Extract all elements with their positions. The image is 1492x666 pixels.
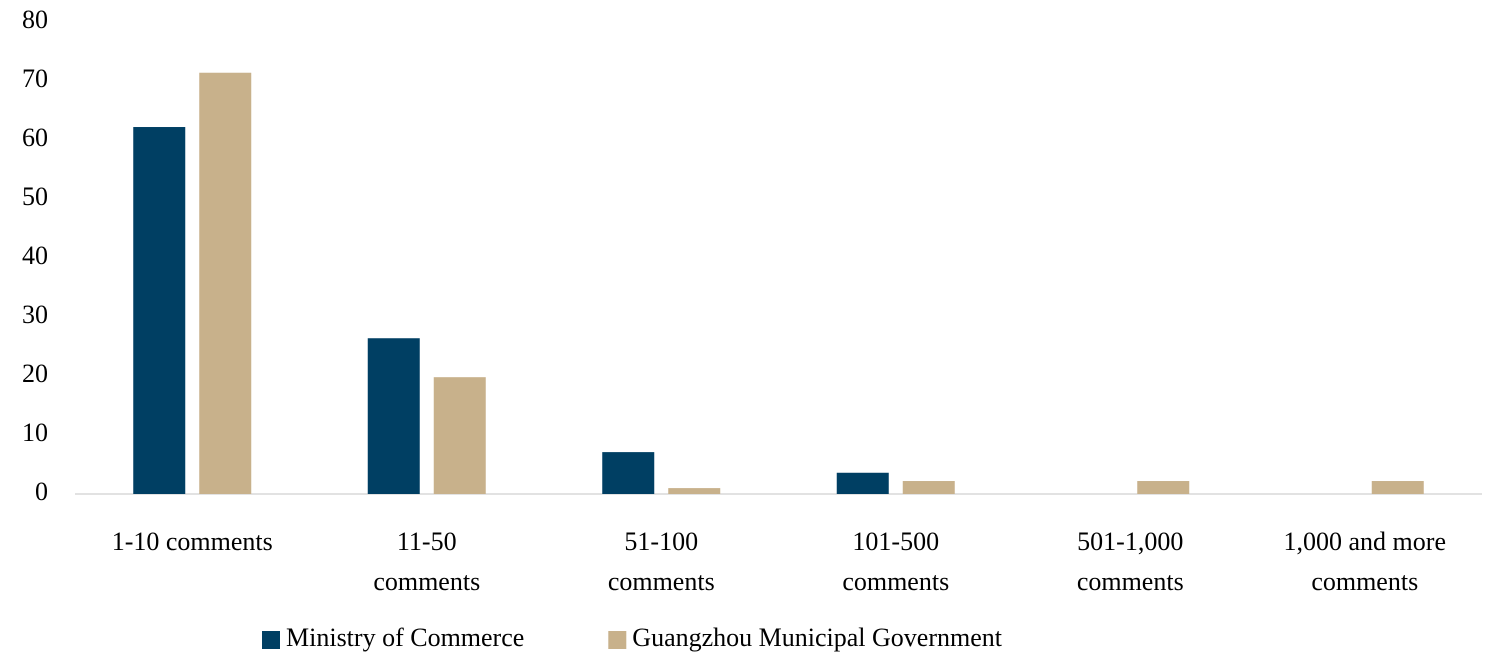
y-tick-label: 50: [22, 182, 48, 211]
y-tick-label: 60: [22, 123, 48, 152]
bar: [902, 481, 955, 494]
bar: [602, 452, 655, 494]
x-tick-label: 101-500 comments: [842, 527, 950, 596]
bar: [133, 127, 186, 495]
y-tick-label: 40: [22, 241, 48, 270]
legend-swatch: [262, 631, 280, 649]
x-tick-label: 1-10 comments: [111, 527, 273, 556]
bar: [836, 472, 889, 494]
y-tick-label: 0: [35, 477, 48, 506]
bar: [668, 488, 721, 494]
y-tick-label: 80: [22, 5, 48, 34]
bar: [1371, 481, 1424, 494]
y-tick-label: 20: [22, 359, 48, 388]
x-tick-label: 11-50 comments: [373, 527, 481, 596]
x-tick-label: 51-100 comments: [607, 527, 715, 596]
legend-label: Guangzhou Municipal Government: [632, 623, 1002, 652]
y-tick-label: 10: [22, 418, 48, 447]
bar: [199, 72, 252, 495]
x-tick-label: 501-1,000 comments: [1076, 527, 1184, 596]
legend-swatch: [608, 631, 627, 649]
y-tick-label: 70: [22, 64, 48, 93]
y-tick-label: 30: [22, 300, 48, 329]
x-tick-label: 1,000 and more comments: [1283, 527, 1446, 596]
bar: [1137, 481, 1190, 494]
bar: [367, 338, 420, 494]
bar: [433, 377, 486, 494]
legend-label: Ministry of Commerce: [286, 623, 524, 652]
